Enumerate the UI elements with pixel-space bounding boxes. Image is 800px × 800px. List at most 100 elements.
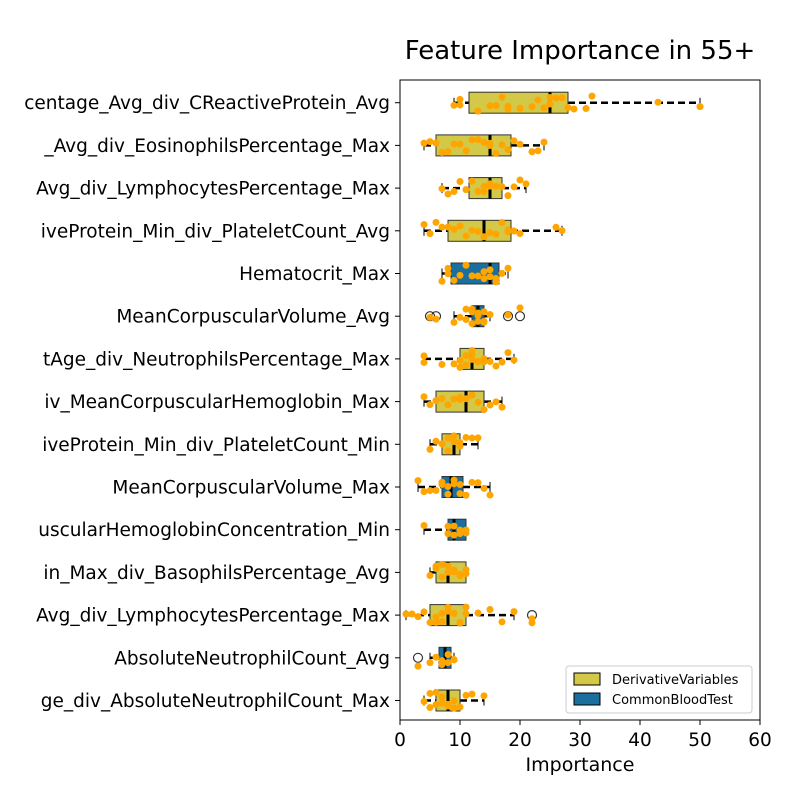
data-point xyxy=(498,618,506,626)
data-point xyxy=(474,358,482,366)
data-point xyxy=(444,490,452,498)
data-point xyxy=(468,355,476,363)
data-point xyxy=(462,186,470,194)
data-point xyxy=(432,397,440,405)
data-point xyxy=(462,361,470,369)
data-point xyxy=(420,393,428,401)
data-point xyxy=(420,221,428,229)
data-point xyxy=(558,94,566,102)
data-point xyxy=(444,148,452,156)
data-point xyxy=(462,566,470,574)
data-point xyxy=(474,309,482,317)
data-point xyxy=(426,138,434,146)
data-point xyxy=(432,139,440,147)
data-point xyxy=(438,609,446,617)
legend-label-derivative: DerivativeVariables xyxy=(612,673,739,688)
data-point xyxy=(462,395,470,403)
legend-frame xyxy=(565,665,753,714)
data-point xyxy=(438,149,446,157)
outlier-marker xyxy=(514,311,526,322)
x-tick-labels: 0 10 20 30 40 50 60 xyxy=(394,720,772,751)
data-point xyxy=(444,700,452,708)
data-point xyxy=(438,573,446,581)
data-point xyxy=(456,619,464,627)
data-point xyxy=(456,490,464,498)
data-point xyxy=(486,311,494,319)
data-point xyxy=(426,230,434,238)
legend: DerivativeVariables CommonBloodTest xyxy=(565,665,753,714)
x-tick-label: 40 xyxy=(628,730,652,751)
data-point xyxy=(486,358,494,366)
data-point xyxy=(504,264,512,272)
data-point xyxy=(444,483,452,491)
data-point xyxy=(450,188,458,196)
data-point xyxy=(462,433,470,441)
data-point xyxy=(432,688,440,696)
data-point xyxy=(456,95,464,103)
data-point xyxy=(474,136,482,144)
data-point xyxy=(438,693,446,701)
data-point xyxy=(432,218,440,226)
data-point xyxy=(450,531,458,539)
data-point xyxy=(426,445,434,453)
data-point xyxy=(462,691,470,699)
data-point xyxy=(480,308,488,316)
data-point xyxy=(468,690,476,698)
data-point xyxy=(456,101,464,109)
data-point xyxy=(492,278,500,286)
data-point xyxy=(420,139,428,147)
data-point xyxy=(432,613,440,621)
data-point xyxy=(438,440,446,448)
points-layer xyxy=(402,92,704,712)
data-point xyxy=(426,703,434,711)
data-point xyxy=(456,571,464,579)
data-point xyxy=(450,566,458,574)
data-point xyxy=(474,398,482,406)
data-point xyxy=(510,608,518,616)
data-point xyxy=(444,223,452,231)
data-point xyxy=(444,401,452,409)
y-tick-label: uscularHemoglobinConcentration_Min xyxy=(38,520,390,541)
data-point xyxy=(438,560,446,568)
data-point xyxy=(468,177,476,185)
y-tick-label: Avg_div_LymphocytesPercentage_Max xyxy=(36,179,390,200)
data-point xyxy=(498,269,506,277)
x-tick-label: 20 xyxy=(508,730,532,751)
legend-label-common: CommonBloodTest xyxy=(612,693,733,708)
plot-frame xyxy=(399,79,761,721)
legend-swatch-derivative xyxy=(573,672,601,686)
legend-swatch-common xyxy=(573,692,601,706)
y-tick-label: centage_Avg_div_CReactiveProtein_Avg xyxy=(24,93,390,114)
x-tick-label: 30 xyxy=(568,730,592,751)
y-tick-label: iveProtein_Min_div_PlateletCount_Avg xyxy=(41,221,390,242)
y-tick-label: ge_div_AbsoluteNeutrophilCount_Max xyxy=(41,691,390,712)
data-point xyxy=(474,479,482,487)
data-point xyxy=(510,183,518,191)
data-point xyxy=(492,149,500,157)
data-point xyxy=(450,360,458,368)
data-point xyxy=(444,659,452,667)
data-point xyxy=(462,352,470,360)
data-point xyxy=(558,227,566,235)
data-point xyxy=(450,432,458,440)
data-point xyxy=(486,491,494,499)
data-point xyxy=(468,226,476,234)
data-point xyxy=(510,137,518,145)
data-point xyxy=(450,656,458,664)
data-point xyxy=(480,187,488,195)
y-tick-label: _Avg_div_EosinophilsPercentage_Max xyxy=(43,136,390,157)
data-point xyxy=(438,223,446,231)
data-point xyxy=(522,180,530,188)
data-point xyxy=(456,356,464,364)
data-point xyxy=(534,96,542,104)
data-point xyxy=(444,190,452,198)
data-point xyxy=(498,141,506,149)
data-point xyxy=(450,395,458,403)
data-point xyxy=(420,352,428,360)
chart-title: Feature Importance in 55+ xyxy=(405,36,756,66)
data-point xyxy=(438,618,446,626)
data-point xyxy=(504,192,512,200)
data-point xyxy=(486,141,494,149)
data-point xyxy=(438,185,446,193)
